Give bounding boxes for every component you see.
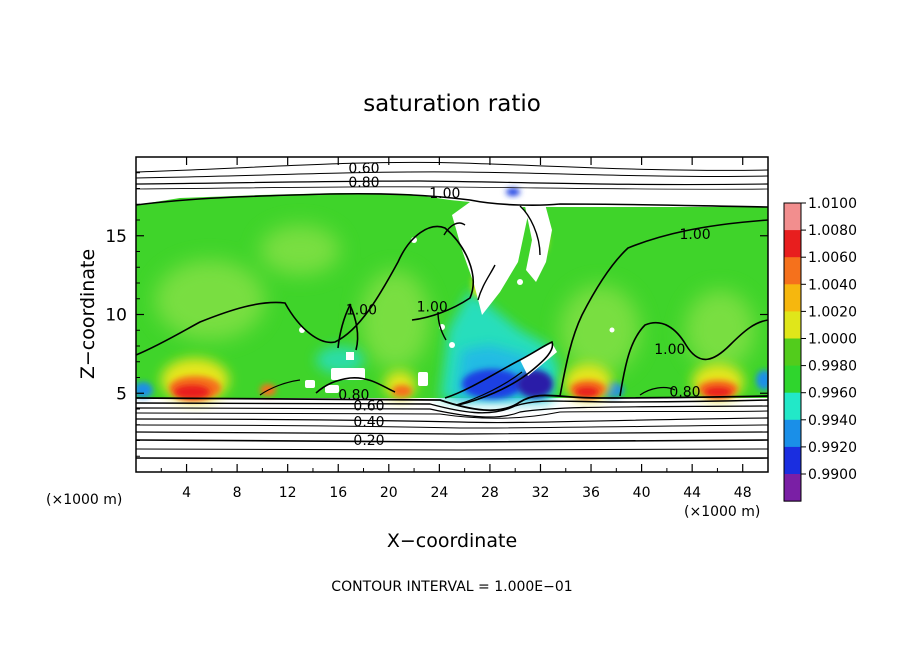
light-green-regions: [155, 225, 755, 375]
colorbar-swatch: [784, 284, 801, 312]
colorbar-label: 0.9940: [808, 413, 857, 429]
colorbar-swatch: [784, 392, 801, 421]
x-tick-label: 32: [532, 485, 550, 501]
z-unit-label: (×1000 m): [46, 492, 122, 508]
contour-label: 0.60: [348, 161, 379, 177]
contour-label: 1.00: [429, 186, 460, 202]
y-tick-label: 5: [116, 384, 127, 404]
colorbar-swatch: [784, 338, 801, 367]
y-axis-label: Z−coordinate: [77, 249, 99, 379]
supersaturated-regions: [161, 226, 744, 402]
x-tick-label: 12: [279, 485, 297, 501]
colorbar-swatch: [784, 419, 801, 448]
colorbar-label: 0.9980: [808, 359, 857, 375]
y-tick-label: 10: [105, 306, 127, 326]
colorbar-label: 1.0080: [808, 223, 857, 239]
contour-label: 0.20: [353, 433, 384, 449]
contour-label: 0.80: [338, 388, 369, 404]
contour-labels: 0.600.801.001.001.00 1.001.000.800.600.40…: [338, 161, 711, 449]
colorbar-label: 0.9960: [808, 386, 857, 402]
x-tick-label: 4: [182, 485, 191, 501]
colorbar-label: 0.9920: [808, 440, 857, 456]
contour-lines: [136, 161, 768, 460]
contour-label: 0.80: [669, 384, 700, 400]
colorbar-label: 1.0060: [808, 250, 857, 266]
colorbar: 1.0100 1.0080 1.0060 1.0040 1.0020 1.0000 0.99…: [783, 196, 857, 502]
x-tick-label: 44: [683, 485, 701, 501]
contour-interval-footer: CONTOUR INTERVAL = 1.000E−01: [331, 579, 572, 595]
y-ticks: 5 10 15: [105, 172, 768, 457]
colorbar-swatch: [784, 203, 801, 231]
colorbar-label: 1.0100: [808, 196, 857, 212]
x-tick-label: 24: [430, 485, 448, 501]
colorbar-label: 1.0020: [808, 304, 857, 320]
chart-title: saturation ratio: [363, 91, 541, 117]
contour-label: 0.40: [353, 414, 384, 430]
colorbar-swatch: [784, 257, 801, 285]
contour-label: 1.00: [680, 227, 711, 243]
colorbar-swatch: [784, 446, 801, 475]
colorbar-swatch: [784, 365, 801, 394]
x-tick-label: 16: [329, 485, 347, 501]
x-tick-label: 48: [734, 485, 752, 501]
x-tick-label: 20: [380, 485, 398, 501]
x-tick-label: 36: [582, 485, 600, 501]
contour-label: 0.80: [348, 175, 379, 191]
colorbar-label: 1.0040: [808, 277, 857, 293]
plot-area: 0.600.801.001.001.00 1.001.000.800.600.40…: [136, 157, 768, 472]
x-ticks: 4 8 12 16 20 24 28 32 36 40 44 48: [160, 157, 752, 501]
colorbar-swatch: [784, 230, 801, 258]
colorbar-label: 0.9900: [808, 467, 857, 483]
colorbar-swatch: [784, 311, 801, 339]
contour-label: 1.00: [417, 299, 448, 315]
contour-label: 1.00: [654, 342, 685, 358]
contour-label: 1.00: [346, 303, 377, 319]
x-axis-label: X−coordinate: [387, 530, 517, 552]
colorbar-swatch: [784, 474, 801, 502]
colorbar-label: 1.0000: [808, 332, 857, 348]
x-unit-label: (×1000 m): [684, 504, 760, 520]
x-tick-label: 8: [233, 485, 242, 501]
colorbar-frame: [783, 202, 802, 502]
x-tick-label: 40: [633, 485, 651, 501]
y-tick-label: 15: [105, 227, 127, 247]
contour-label: 0.60: [353, 399, 384, 415]
x-tick-label: 28: [481, 485, 499, 501]
